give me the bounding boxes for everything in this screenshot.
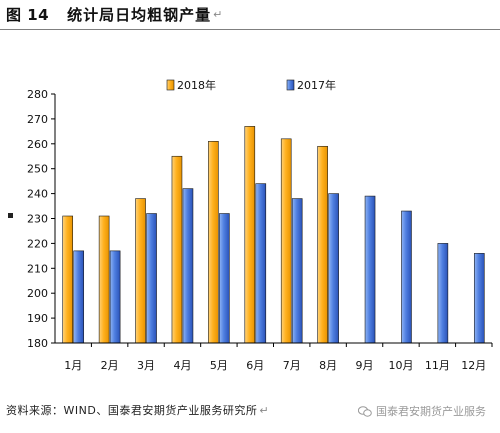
source-text: 资料来源：WIND、国泰君安期货产业服务研究所 — [6, 404, 258, 417]
x-tick-label: 12月 — [461, 359, 486, 372]
bar-2017年-8月 — [328, 193, 339, 344]
legend-swatch — [166, 79, 175, 91]
bar-2017年-3月 — [146, 213, 157, 344]
paragraph-mark: ↵ — [259, 404, 270, 417]
x-tick-label: 1月 — [64, 359, 82, 372]
bar-2018年-6月 — [244, 126, 256, 344]
x-tick-label: 9月 — [356, 359, 374, 372]
bar-2018年-5月 — [208, 141, 219, 344]
y-tick-label: 270 — [27, 113, 48, 126]
bar-chart: 2018年 2017年 180 190 200 210 220 230 240 250 260 27… — [27, 78, 493, 372]
legend-label: 2017年 — [297, 78, 336, 92]
y-tick-label: 230 — [27, 213, 48, 226]
x-tick-label: 3月 — [137, 359, 155, 372]
bar-2017年-10月 — [401, 210, 412, 344]
bar-2018年-8月 — [317, 145, 328, 344]
x-tick-label: 7月 — [283, 359, 301, 372]
bar-2017年-9月 — [364, 195, 376, 344]
figure-header: 图 14 统计局日均粗钢产量 ↵ — [0, 0, 500, 30]
legend-label: 2018年 — [177, 78, 216, 92]
paragraph-mark: ↵ — [213, 8, 223, 21]
x-tick-label: 6月 — [246, 359, 264, 372]
bar-2018年-7月 — [280, 138, 292, 344]
bar-2017年-1月 — [73, 250, 85, 344]
bar-2017年-6月 — [255, 183, 267, 344]
x-tick-label: 4月 — [173, 359, 191, 372]
bar-2017年-11月 — [437, 243, 449, 344]
y-tick-label: 180 — [27, 337, 48, 350]
bar-2017年-4月 — [182, 188, 194, 344]
y-tick-label: 260 — [27, 138, 48, 151]
y-axis: 180 190 200 210 220 230 240 250 260 270 280 — [27, 88, 56, 350]
bars — [62, 126, 485, 344]
bar-2017年-7月 — [291, 198, 303, 344]
legend-swatch — [286, 79, 295, 91]
bar-2018年-4月 — [171, 155, 183, 344]
wechat-icon — [358, 405, 372, 417]
figure-number: 图 14 — [6, 6, 50, 24]
y-tick-label: 250 — [27, 163, 48, 176]
x-axis: 1月 2月 3月 4月 5月 6月 7月 8月 9月 10月 11月 12月 — [55, 342, 493, 372]
chart-title: 统计局日均粗钢产量 — [67, 6, 212, 24]
bar-2017年-12月 — [473, 253, 485, 344]
y-tick-label: 220 — [27, 237, 48, 250]
y-tick-label: 280 — [27, 88, 48, 101]
y-tick-label: 210 — [27, 262, 48, 275]
watermark: 国泰君安期货产业服务 — [358, 403, 486, 419]
y-tick-label: 240 — [27, 188, 48, 201]
x-tick-label: 10月 — [388, 359, 413, 372]
chart-legend: 2018年 2017年 — [166, 78, 336, 92]
y-tick-label: 190 — [27, 312, 48, 325]
bar-2018年-3月 — [135, 198, 146, 344]
x-tick-label: 11月 — [425, 359, 450, 372]
bar-2017年-2月 — [109, 250, 121, 344]
side-marker — [8, 213, 13, 218]
y-tick-label: 200 — [27, 287, 48, 300]
x-tick-label: 2月 — [101, 359, 119, 372]
bar-2017年-5月 — [219, 213, 230, 344]
bar-2018年-1月 — [62, 215, 74, 344]
bar-2018年-2月 — [98, 215, 110, 344]
source-note: 资料来源：WIND、国泰君安期货产业服务研究所 ↵ — [6, 402, 269, 418]
watermark-text: 国泰君安期货产业服务 — [376, 405, 486, 418]
x-tick-label: 5月 — [210, 359, 228, 372]
x-tick-label: 8月 — [319, 359, 337, 372]
